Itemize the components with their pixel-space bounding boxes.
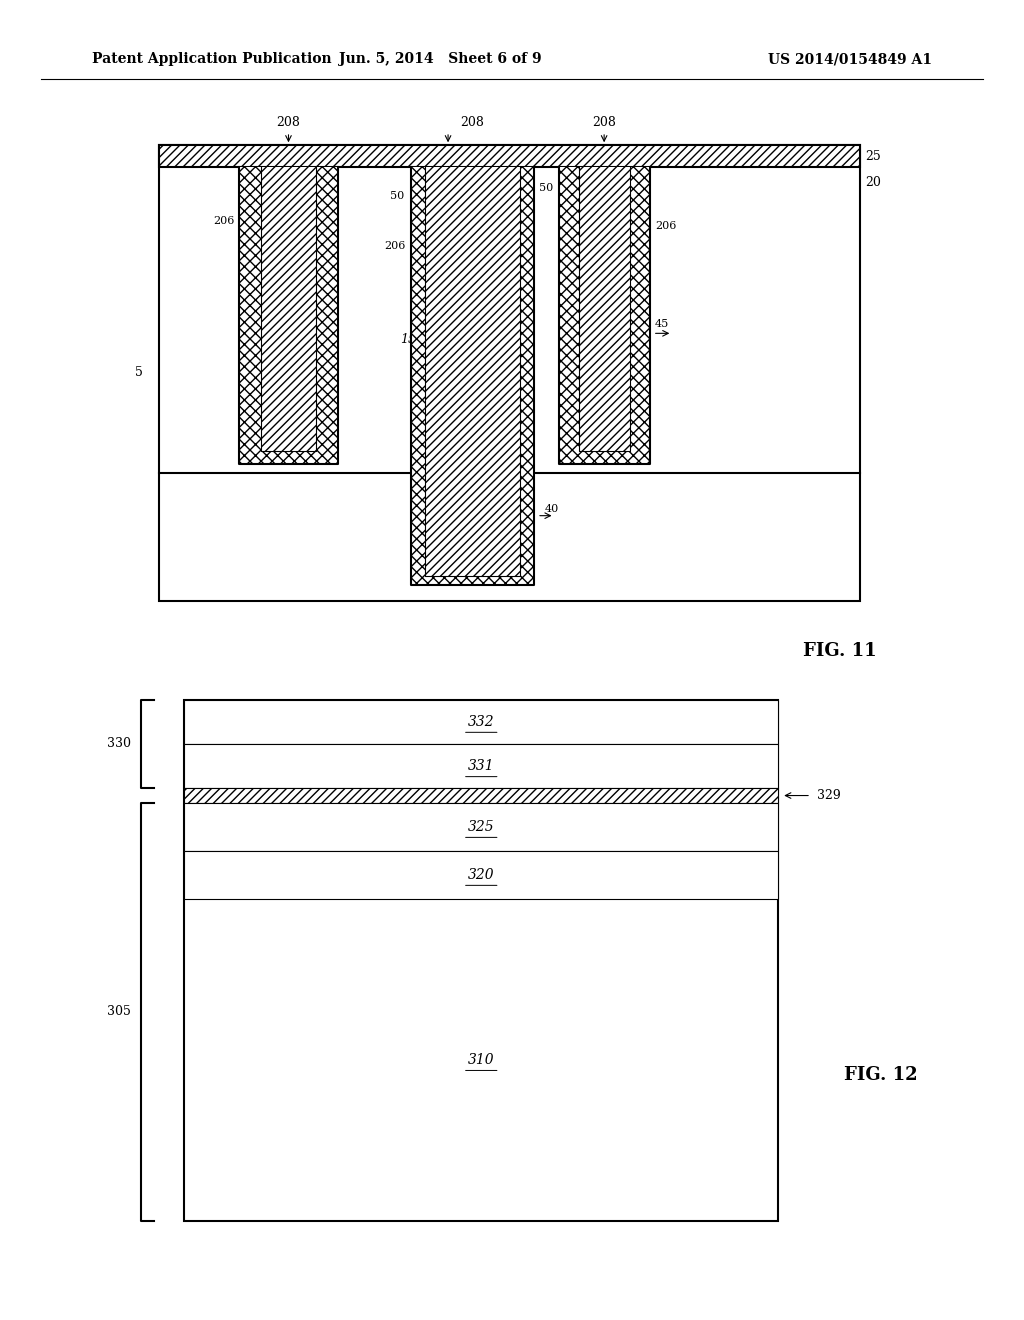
Bar [412,168,534,585]
Text: 200: 200 [282,296,305,309]
Bar [240,168,338,463]
Bar [316,168,338,463]
Text: 208: 208 [276,116,300,129]
Text: 208: 208 [461,116,484,129]
Text: Patent Application Publication: Patent Application Publication [92,53,332,66]
Bar [240,168,261,463]
Text: 50: 50 [390,191,404,201]
Text: 331: 331 [468,759,495,774]
Bar [159,145,860,168]
Text: 50: 50 [540,183,553,193]
Bar [184,788,778,803]
Bar [412,168,425,585]
Bar [412,577,534,585]
Bar [558,168,649,463]
Text: 208: 208 [592,116,616,129]
Bar [184,803,778,851]
Bar [159,145,860,601]
Text: 330: 330 [108,738,131,750]
Text: 20: 20 [865,177,882,189]
Text: 207: 207 [278,424,299,433]
Bar [558,168,579,463]
Text: 207: 207 [461,370,484,383]
Text: 40: 40 [544,504,558,513]
Text: 5: 5 [135,367,143,379]
Bar [184,700,778,1221]
Text: 320: 320 [468,867,495,882]
Text: 206: 206 [385,242,407,251]
Text: 206: 206 [213,215,234,226]
Text: 207: 207 [594,424,614,433]
Bar [184,851,778,899]
Text: 45: 45 [655,319,669,330]
Bar [630,168,649,463]
Bar [520,168,534,585]
Text: 25: 25 [865,149,881,162]
Bar [184,700,778,744]
Text: 15: 15 [399,334,416,346]
Bar [240,168,338,463]
Bar [240,450,338,463]
Bar [412,168,534,585]
Text: 329: 329 [817,789,841,803]
Text: FIG. 12: FIG. 12 [844,1067,918,1084]
Text: Jun. 5, 2014   Sheet 6 of 9: Jun. 5, 2014 Sheet 6 of 9 [339,53,542,66]
Text: 325: 325 [468,820,495,834]
Text: 206: 206 [655,222,676,231]
Text: 310: 310 [468,1053,495,1067]
Text: 305: 305 [108,1006,131,1019]
Text: 10: 10 [417,554,433,568]
Text: 332: 332 [468,714,495,729]
Bar [184,744,778,788]
Bar [558,168,649,463]
Text: FIG. 11: FIG. 11 [803,642,877,660]
Bar [558,450,649,463]
Text: US 2014/0154849 A1: US 2014/0154849 A1 [768,53,932,66]
